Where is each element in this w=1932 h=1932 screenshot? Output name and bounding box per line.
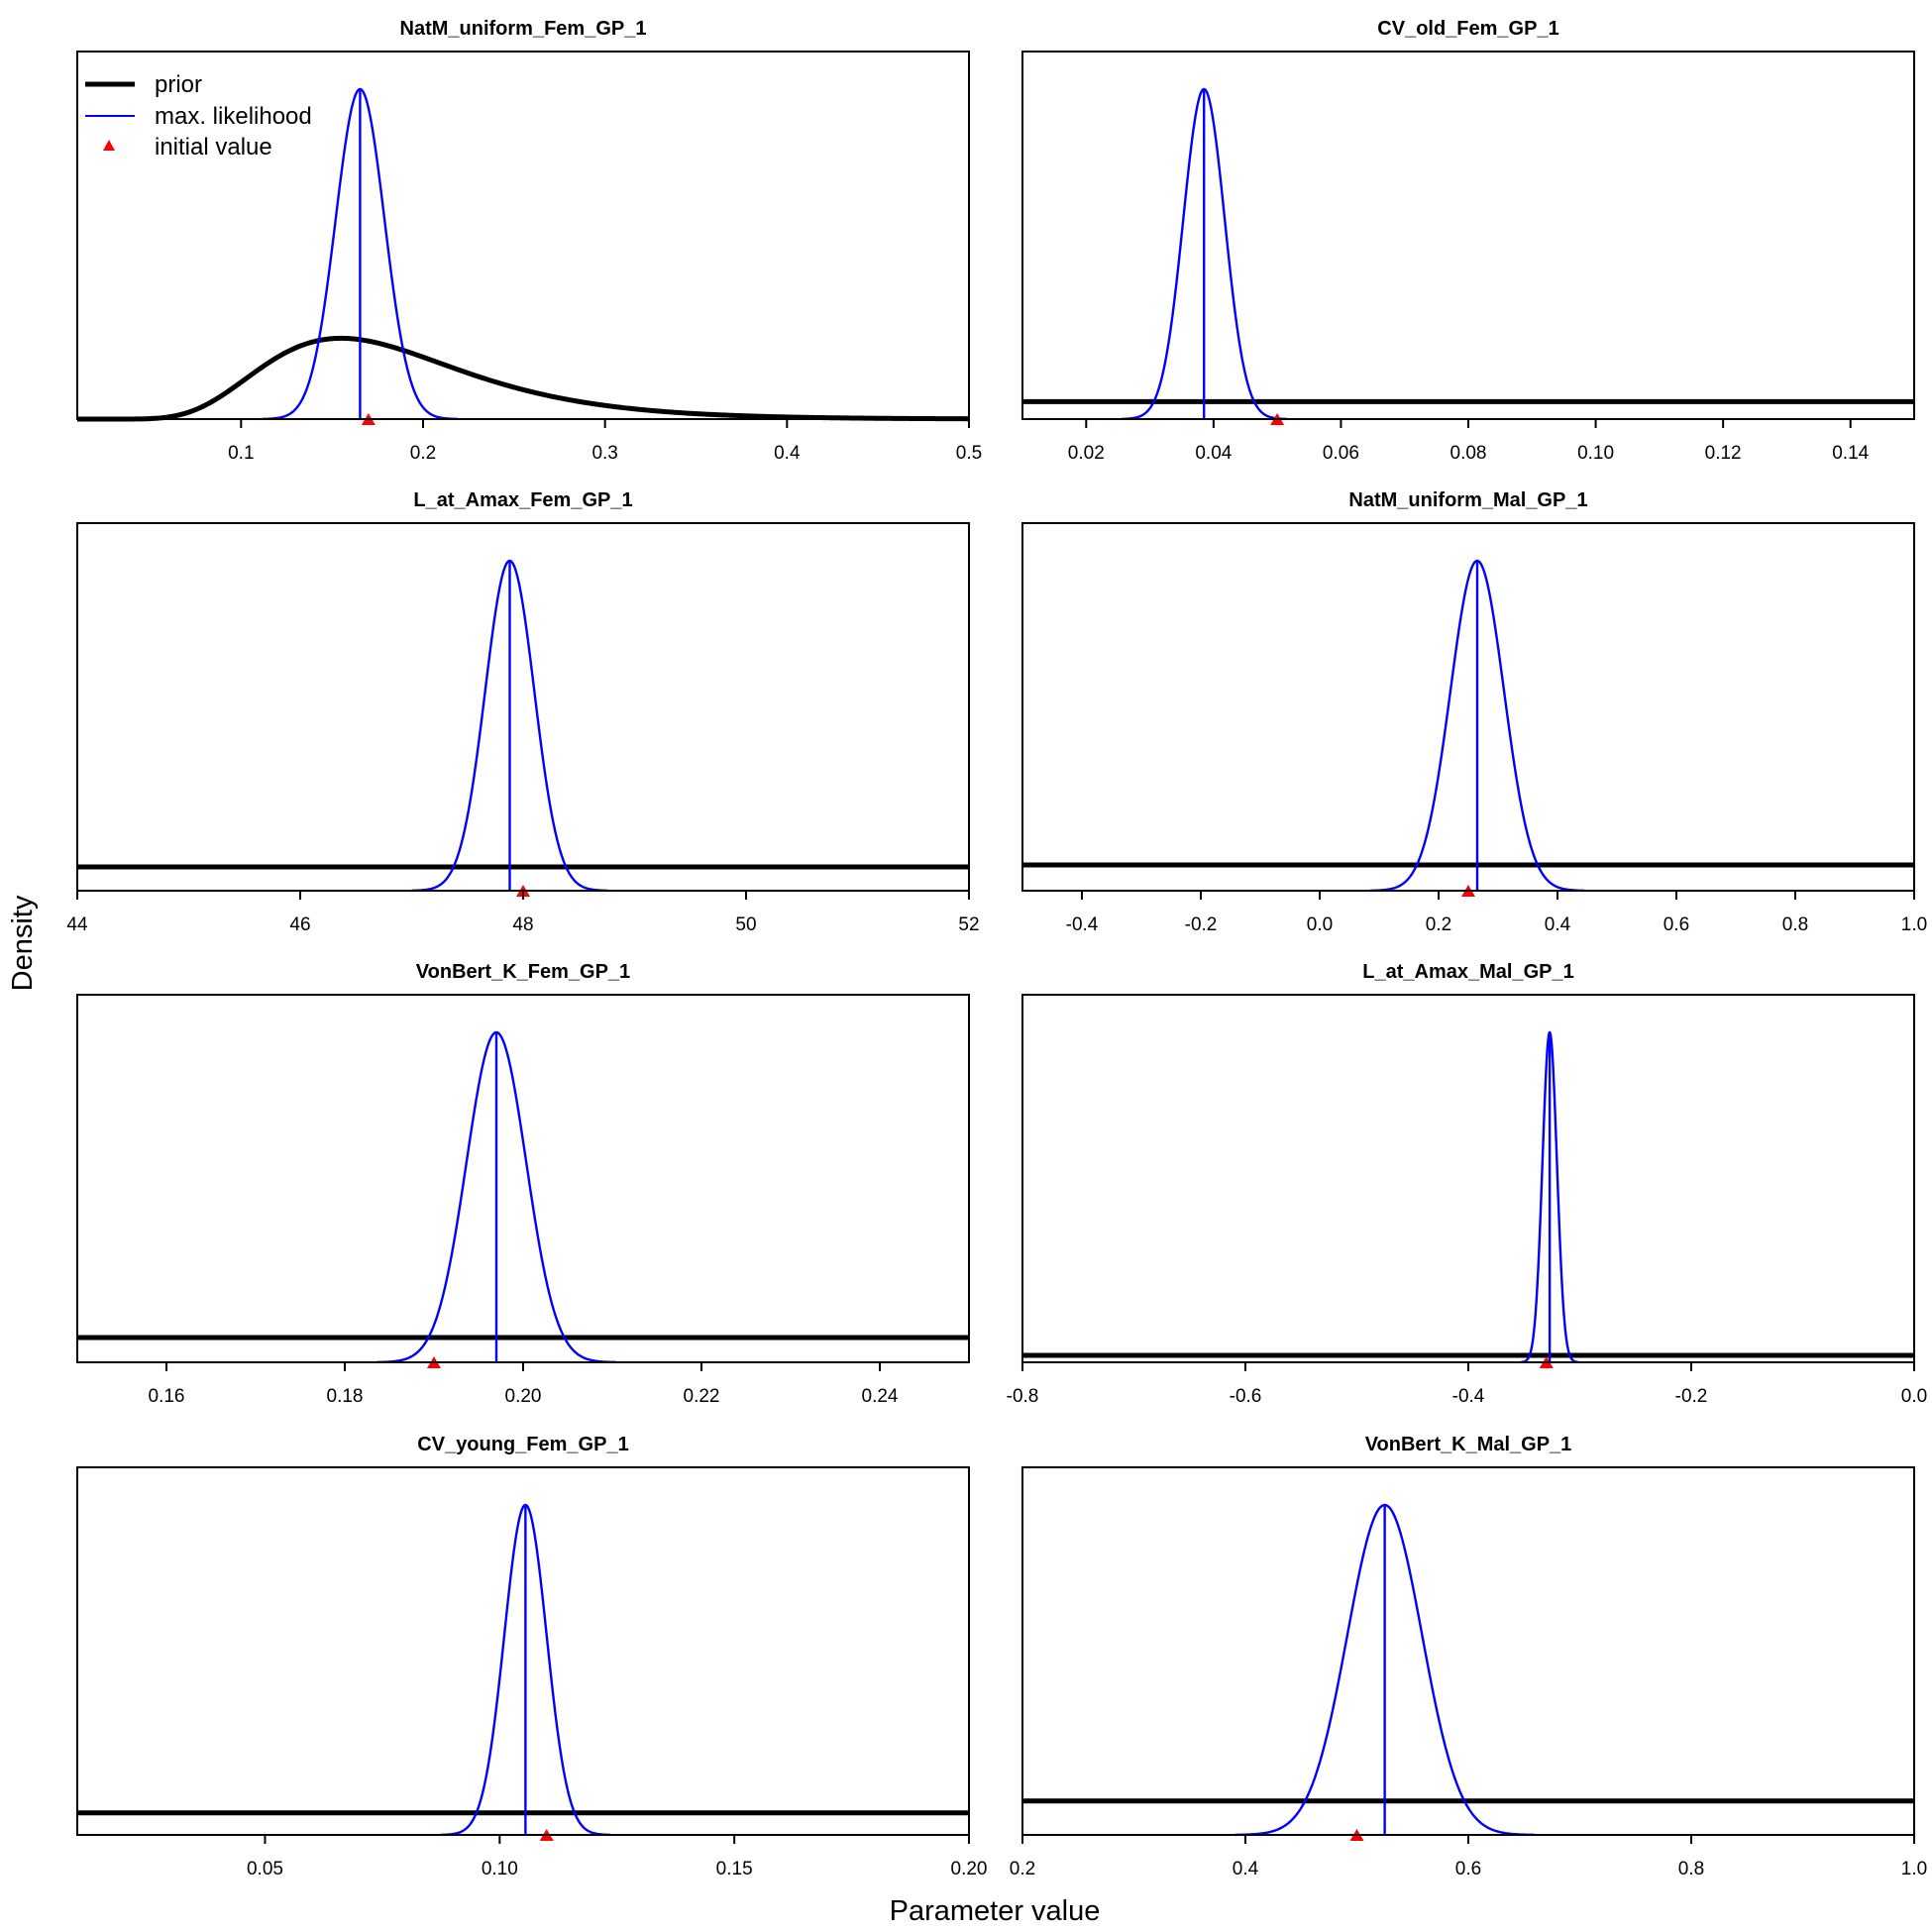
x-tick-label: -0.4: [1452, 1386, 1485, 1407]
panel-5: VonBert_K_Fem_GP_1 0.16 0.18 0.20 0.22 0.24: [76, 961, 970, 1407]
x-tick-label: -0.4: [1066, 914, 1099, 935]
x-tick-label: -0.8: [1007, 1386, 1039, 1407]
legend-initial-swatch: [103, 140, 115, 151]
plot-frame: [76, 51, 970, 420]
legend-label: prior: [155, 71, 202, 98]
x-tick-label: 44: [66, 914, 88, 935]
plot-frame: [76, 1466, 970, 1836]
panel-8: VonBert_K_Mal_GP_1 0.2 0.4 0.6 0.8 1.0: [1010, 1434, 1927, 1879]
panel-7: CV_young_Fem_GP_1 0.05 0.10 0.15 0.20: [76, 1434, 988, 1879]
panel-6: L_at_Amax_Mal_GP_1 -0.8 -0.6 -0.4 -0.2 0.0: [1007, 961, 1928, 1407]
x-tick-label: 0.4: [1233, 1859, 1259, 1879]
legend: prior max. likelihood initial value: [85, 71, 312, 161]
prior-curve: [77, 335, 970, 422]
panel-title: VonBert_K_Fem_GP_1: [416, 961, 630, 983]
panel-2: CV_old_Fem_GP_1 0.02 0.04 0.06 0.08 0.10 0.12 0…: [1021, 18, 1915, 464]
panel-3: L_at_Amax_Fem_GP_1 44 46 48 50 52: [66, 489, 979, 935]
x-tick-label: 0.15: [716, 1859, 753, 1879]
panel-title: L_at_Amax_Mal_GP_1: [1362, 961, 1573, 983]
legend-label: initial value: [155, 134, 272, 161]
x-tick-label: 0.20: [951, 1859, 988, 1879]
x-tick-label: 0.4: [774, 443, 801, 464]
panel-title: NatM_uniform_Fem_GP_1: [400, 18, 647, 40]
x-tick-label: 46: [289, 914, 310, 935]
x-tick-label: 0.8: [1678, 1859, 1704, 1879]
x-tick-label: 52: [958, 914, 979, 935]
plot-frame: [1021, 522, 1915, 892]
panel-1: NatM_uniform_Fem_GP_1 0.1 0.2 0.3 0.4 0.5: [76, 18, 982, 464]
x-tick-label: 0.0: [1901, 1386, 1927, 1407]
x-tick-label: 0.6: [1664, 914, 1689, 935]
x-tick-label: 0.0: [1307, 914, 1333, 935]
panel-title: CV_young_Fem_GP_1: [417, 1434, 628, 1455]
x-tick-label: 48: [512, 914, 533, 935]
x-tick-label: 0.16: [149, 1386, 185, 1407]
x-tick-label: 1.0: [1901, 914, 1927, 935]
x-tick-label: 0.06: [1323, 443, 1359, 464]
x-tick-label: 0.1: [228, 443, 254, 464]
x-tick-label: 0.10: [1577, 443, 1614, 464]
legend-label: max. likelihood: [155, 103, 312, 130]
panel-title: VonBert_K_Mal_GP_1: [1365, 1434, 1572, 1455]
x-tick-label: 1.0: [1901, 1859, 1927, 1879]
x-tick-label: 0.08: [1450, 443, 1487, 464]
x-tick-label: 0.14: [1832, 443, 1869, 464]
x-tick-label: 0.02: [1068, 443, 1105, 464]
x-tick-label: -0.2: [1185, 914, 1218, 935]
panel-title: NatM_uniform_Mal_GP_1: [1348, 489, 1587, 511]
x-tick-label: 50: [735, 914, 756, 935]
x-tick-label: 0.10: [482, 1859, 518, 1879]
x-tick-label: 0.4: [1545, 914, 1571, 935]
panel-4: NatM_uniform_Mal_GP_1 -0.4 -0.2 0.0 0.2 0.4 0.…: [1021, 489, 1927, 935]
x-tick-label: 0.12: [1705, 443, 1742, 464]
x-tick-label: -0.2: [1675, 1386, 1708, 1407]
panel-title: CV_old_Fem_GP_1: [1377, 18, 1558, 40]
x-tick-label: 0.04: [1195, 443, 1232, 464]
x-tick-label: -0.6: [1230, 1386, 1262, 1407]
x-tick-label: 0.2: [1426, 914, 1451, 935]
x-tick-label: 0.22: [684, 1386, 720, 1407]
panels-group: NatM_uniform_Fem_GP_1 0.1 0.2 0.3 0.4 0.5 CV_o…: [66, 18, 1927, 1879]
x-tick-label: 0.2: [410, 443, 436, 464]
x-tick-label: 0.2: [1010, 1859, 1035, 1879]
x-tick-label: 0.5: [956, 443, 982, 464]
x-tick-label: 0.24: [862, 1386, 899, 1407]
x-tick-label: 0.3: [591, 443, 617, 464]
x-tick-label: 0.20: [505, 1386, 542, 1407]
x-tick-label: 0.8: [1782, 914, 1808, 935]
y-axis-label: Density: [7, 895, 39, 991]
x-axis-label: Parameter value: [890, 1895, 1101, 1927]
x-tick-label: 0.6: [1455, 1859, 1481, 1879]
x-tick-label: 0.05: [247, 1859, 283, 1879]
panel-title: L_at_Amax_Fem_GP_1: [413, 489, 632, 511]
x-tick-label: 0.18: [327, 1386, 364, 1407]
